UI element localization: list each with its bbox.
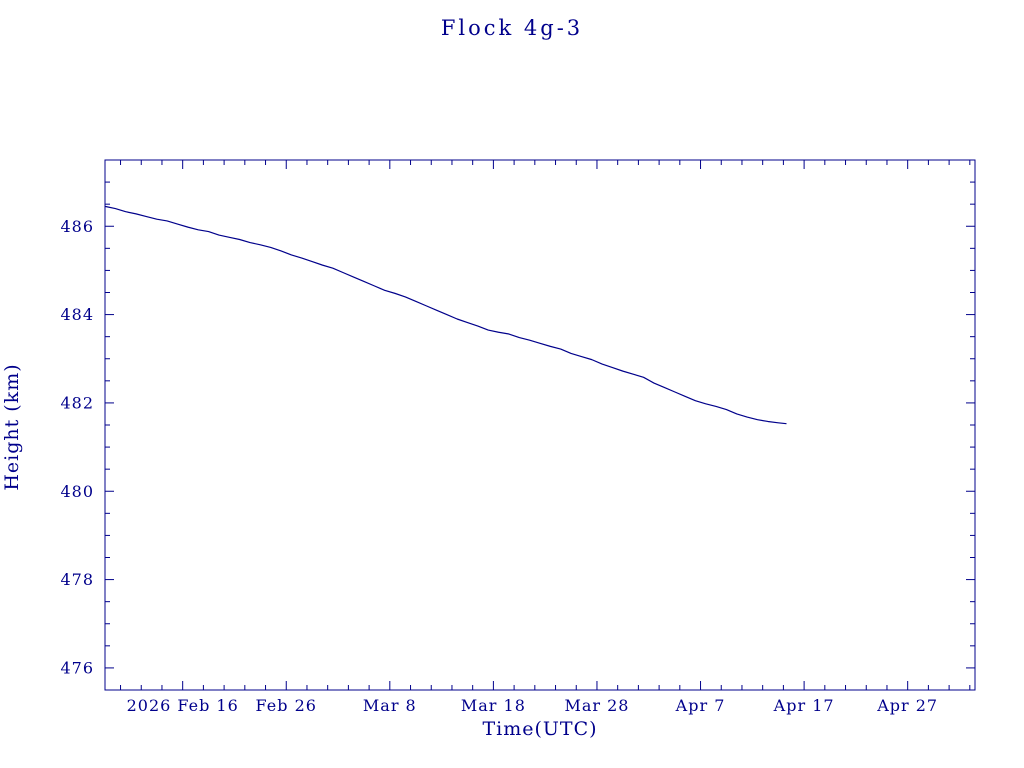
x-tick-label: Mar 8 (363, 696, 417, 715)
chart-title: Flock 4g-3 (440, 16, 584, 40)
x-tick-label: Mar 18 (461, 696, 526, 715)
y-tick-label: 486 (60, 217, 94, 236)
y-tick-label: 476 (60, 658, 94, 677)
x-tick-label: Feb 26 (256, 696, 317, 715)
x-tick-label: Mar 28 (564, 696, 629, 715)
x-tick-label: Apr 7 (675, 696, 726, 715)
x-tick-label: Apr 27 (876, 696, 938, 715)
plot-frame (104, 159, 976, 691)
x-tick-label: 2026 Feb 16 (127, 696, 239, 715)
y-tick-label: 480 (60, 482, 94, 501)
y-tick-label: 482 (60, 393, 94, 412)
y-tick-label: 484 (60, 305, 94, 324)
x-tick-label: Apr 17 (773, 696, 835, 715)
y-tick-label: 478 (60, 570, 94, 589)
y-axis-label: Height (km) (1, 363, 23, 491)
height-decay-line (104, 205, 787, 425)
x-axis-label: Time(UTC) (482, 718, 598, 740)
